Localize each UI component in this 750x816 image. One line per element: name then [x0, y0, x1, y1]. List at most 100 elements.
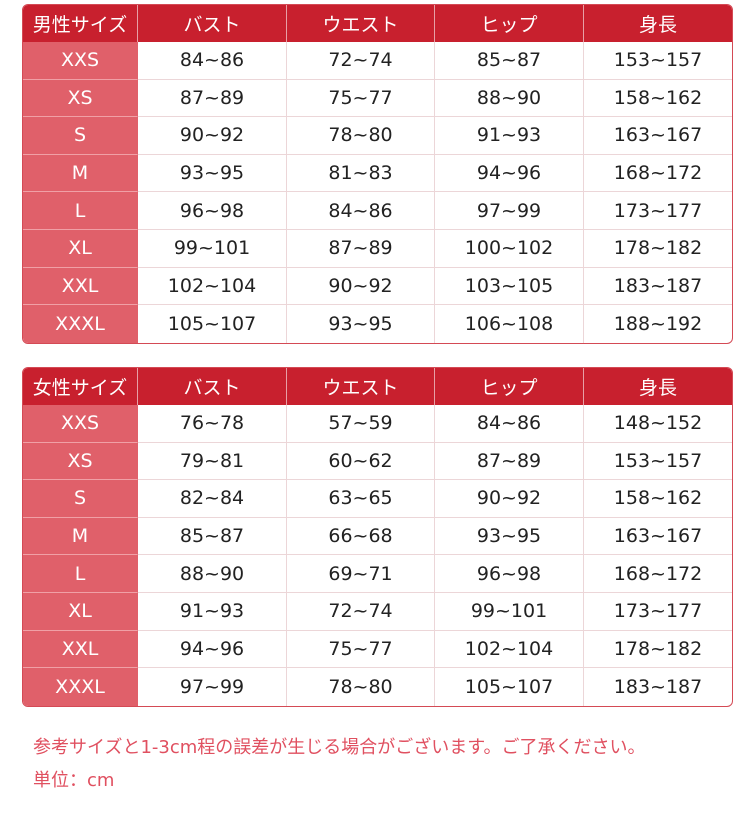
measurement-cell: 102~104 [435, 630, 584, 669]
measurement-cell: 97~99 [138, 668, 287, 706]
measurement-cell: 84~86 [138, 42, 287, 80]
column-header: ウエスト [287, 368, 435, 405]
measurement-cell: 79~81 [138, 442, 287, 481]
table-row: XXL 94~96 75~77 102~104 178~182 [23, 630, 732, 669]
measurement-cell: 84~86 [287, 192, 435, 230]
measurement-cell: 105~107 [138, 305, 287, 343]
size-label: XL [23, 592, 138, 631]
size-label: XXS [23, 405, 138, 443]
measurement-cell: 96~98 [435, 555, 584, 593]
table-row: XXS 76~78 57~59 84~86 148~152 [23, 405, 732, 443]
measurement-cell: 82~84 [138, 480, 287, 518]
measurement-cell: 93~95 [435, 517, 584, 556]
size-label: S [23, 117, 138, 155]
measurement-cell: 94~96 [435, 154, 584, 193]
measurement-cell: 168~172 [584, 555, 732, 593]
measurement-cell: 163~167 [584, 518, 732, 556]
measurement-cell: 88~90 [138, 555, 287, 593]
measurement-cell: 85~87 [138, 517, 287, 556]
measurement-cell: 84~86 [435, 405, 584, 443]
size-label: M [23, 517, 138, 556]
measurement-cell: 69~71 [287, 555, 435, 593]
size-label: XXL [23, 267, 138, 306]
men-size-table: 男性サイズ バスト ウエスト ヒップ 身長 XXS 84~86 72~74 85~87 153~1… [22, 4, 733, 344]
measurement-cell: 100~102 [435, 229, 584, 268]
table-row: M 93~95 81~83 94~96 168~172 [23, 154, 732, 193]
table-row: XL 99~101 87~89 100~102 178~182 [23, 229, 732, 268]
column-header: 身長 [638, 14, 677, 36]
measurement-cell: 183~187 [584, 268, 732, 306]
size-label: L [23, 192, 138, 230]
measurement-cell: 148~152 [584, 405, 732, 443]
column-header: 女性サイズ [23, 368, 138, 405]
measurement-cell: 75~77 [287, 79, 435, 118]
size-label: XXL [23, 630, 138, 669]
table-row: XXS 84~86 72~74 85~87 153~157 [23, 42, 732, 80]
table-row: XL 91~93 72~74 99~101 173~177 [23, 592, 732, 631]
size-label: M [23, 154, 138, 193]
measurement-cell: 188~192 [613, 312, 703, 335]
measurement-cell: 158~162 [584, 80, 732, 118]
measurement-cell: 103~105 [435, 267, 584, 306]
column-header: ウエスト [287, 5, 435, 42]
measurement-cell: 99~101 [435, 592, 584, 631]
measurement-cell: 91~93 [138, 592, 287, 631]
table-row: L 96~98 84~86 97~99 173~177 [23, 192, 732, 230]
measurement-cell: 85~87 [435, 42, 584, 80]
table-row: M 85~87 66~68 93~95 163~167 [23, 517, 732, 556]
measurement-cell: 88~90 [435, 79, 584, 118]
column-header: ヒップ [435, 5, 584, 42]
table-row: S 90~92 78~80 91~93 163~167 [23, 117, 732, 155]
measurement-cell: 90~92 [287, 267, 435, 306]
measurement-cell: 60~62 [287, 442, 435, 481]
measurement-cell: 163~167 [584, 117, 732, 155]
measurement-cell: 178~182 [584, 631, 732, 669]
measurement-cell: 102~104 [138, 267, 287, 306]
header-row: 女性サイズ バスト ウエスト ヒップ 身長 [23, 368, 732, 405]
measurement-cell: 173~177 [584, 192, 732, 230]
unit-note: 単位：cm [33, 770, 115, 791]
measurement-cell: 106~108 [435, 305, 584, 343]
measurement-cell: 66~68 [287, 517, 435, 556]
measurement-cell: 97~99 [435, 192, 584, 230]
size-label: S [23, 480, 138, 518]
measurement-cell: 183~187 [613, 675, 703, 698]
column-header: 男性サイズ [23, 5, 138, 42]
disclaimer-note: 参考サイズと1-3cm程の誤差が生じる場合がございます。ご了承ください。 [33, 737, 646, 758]
measurement-cell: 93~95 [287, 305, 435, 343]
measurement-cell: 57~59 [287, 405, 435, 443]
measurement-cell: 91~93 [435, 117, 584, 155]
measurement-cell: 87~89 [138, 79, 287, 118]
measurement-cell: 94~96 [138, 630, 287, 669]
measurement-cell: 153~157 [584, 443, 732, 481]
size-label: XS [23, 79, 138, 118]
table-row: XXXL 105~107 93~95 106~108 188~192 [23, 305, 732, 343]
measurement-cell: 75~77 [287, 630, 435, 669]
measurement-cell: 63~65 [287, 480, 435, 518]
measurement-cell: 93~95 [138, 154, 287, 193]
women-size-table: 女性サイズ バスト ウエスト ヒップ 身長 XXS 76~78 57~59 84~86 148~1… [22, 367, 733, 707]
table-row: XXL 102~104 90~92 103~105 183~187 [23, 267, 732, 306]
measurement-cell: 158~162 [584, 480, 732, 518]
measurement-cell: 72~74 [287, 592, 435, 631]
measurement-cell: 168~172 [584, 155, 732, 193]
size-label: XXXL [23, 305, 138, 343]
measurement-cell: 87~89 [435, 442, 584, 481]
measurement-cell: 78~80 [287, 668, 435, 706]
table-row: S 82~84 63~65 90~92 158~162 [23, 480, 732, 518]
size-label: XXXL [23, 668, 138, 706]
size-label: XL [23, 229, 138, 268]
measurement-cell: 96~98 [138, 192, 287, 230]
measurement-cell: 72~74 [287, 42, 435, 80]
measurement-cell: 78~80 [287, 117, 435, 155]
measurement-cell: 153~157 [584, 42, 732, 80]
table-row: L 88~90 69~71 96~98 168~172 [23, 555, 732, 593]
column-header: バスト [138, 368, 287, 405]
measurement-cell: 90~92 [435, 480, 584, 518]
header-row: 男性サイズ バスト ウエスト ヒップ 身長 [23, 5, 732, 42]
size-label: XS [23, 442, 138, 481]
measurement-cell: 76~78 [138, 405, 287, 443]
column-header: バスト [138, 5, 287, 42]
measurement-cell: 87~89 [287, 229, 435, 268]
measurement-cell: 178~182 [584, 230, 732, 268]
